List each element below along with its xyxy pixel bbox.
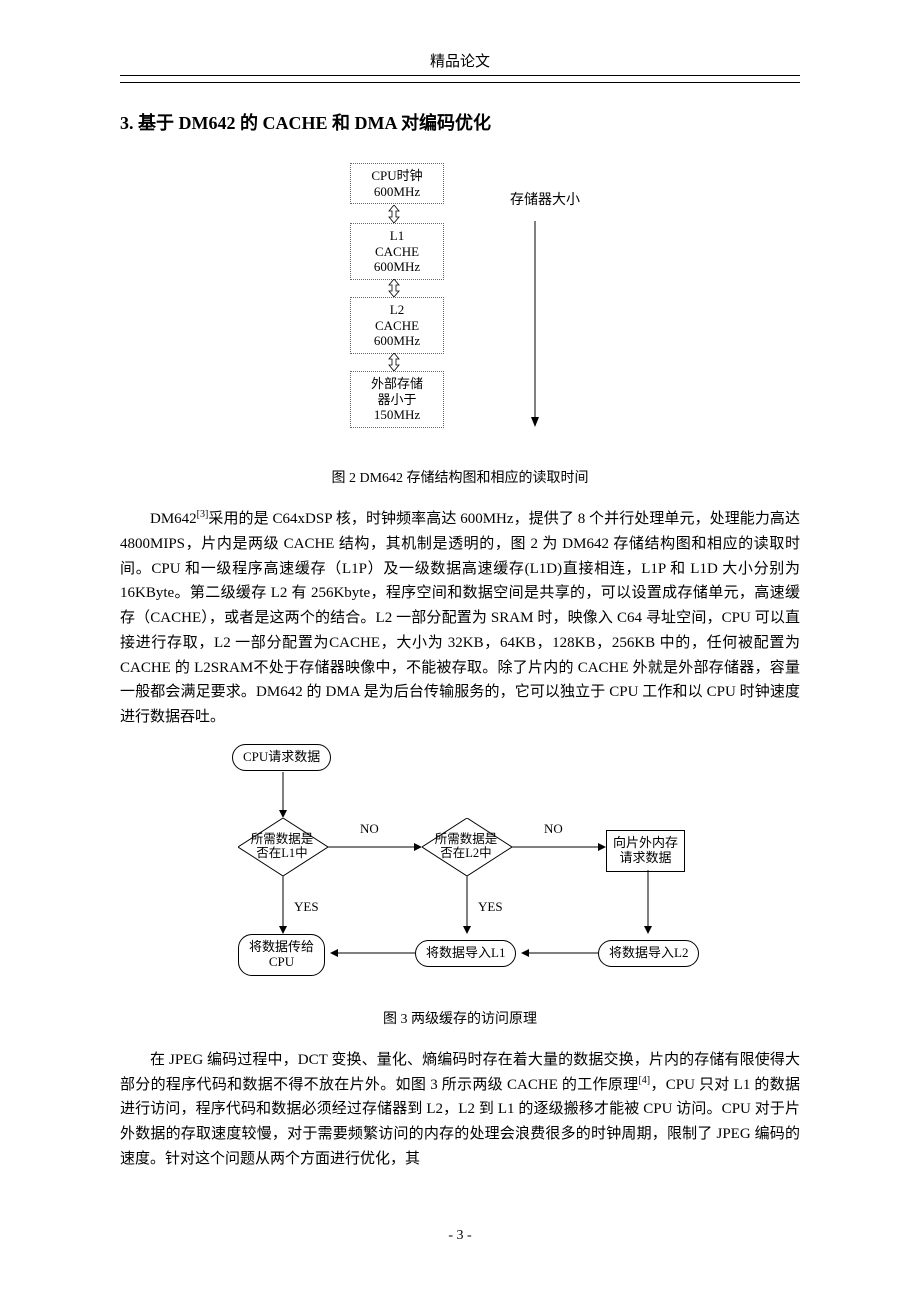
- fig2-node-text: 600MHz: [357, 333, 437, 349]
- fig3-edge-icon: [643, 870, 653, 934]
- fig2-node-ext: 外部存储 器小于 150MHz: [350, 371, 444, 428]
- fig3-edge-icon: [521, 948, 598, 958]
- fig2-node-text: 器小于: [357, 392, 437, 408]
- fig3-decision-l1: 所需数据是否在L1中: [238, 818, 326, 876]
- fig3-d1-text: 所需数据是否在L1中: [238, 832, 326, 861]
- fig2-node-cpu-clock: CPU时钟 600MHz: [350, 163, 444, 204]
- fig2-arrow-icon: [388, 205, 396, 219]
- section-heading: 3. 基于 DM642 的 CACHE 和 DMA 对编码优化: [120, 109, 800, 135]
- body-paragraph-2: 在 JPEG 编码过程中，DCT 变换、量化、熵编码时存在着大量的数据交换，片内…: [120, 1048, 800, 1172]
- fig3-edge-icon: [512, 842, 606, 852]
- fig3-edge-icon: [462, 876, 472, 934]
- fig3-label-yes: YES: [478, 900, 503, 915]
- fig3-start-node: CPU请求数据: [232, 744, 331, 771]
- fig3-edge-icon: [330, 948, 415, 958]
- fig3-decision-l2: 所需数据是否在L2中: [422, 818, 510, 876]
- fig2-node-text: CACHE: [357, 244, 437, 260]
- fig2-node-l2: L2 CACHE 600MHz: [350, 297, 444, 354]
- fig2-node-l1: L1 CACHE 600MHz: [350, 223, 444, 280]
- fig3-label-no: NO: [360, 822, 379, 837]
- fig2-node-text: 600MHz: [357, 259, 437, 275]
- fig2-node-text: L2: [357, 302, 437, 318]
- figure-2-caption: 图 2 DM642 存储结构图和相应的读取时间: [120, 467, 800, 487]
- fig2-node-text: 外部存储: [357, 376, 437, 392]
- figure-2: CPU时钟 600MHz L1 CACHE 600MHz L2 CACHE 60…: [310, 163, 610, 453]
- figure-3: CPU请求数据 所需数据是否在L1中 NO 所需数据是否在L2中 NO 向片外内…: [190, 744, 730, 994]
- figure-3-caption: 图 3 两级缓存的访问原理: [120, 1008, 800, 1028]
- citation-4: [4]: [638, 1075, 650, 1086]
- fig3-edge-icon: [328, 842, 422, 852]
- page-header: 精品论文: [120, 50, 800, 71]
- fig2-node-text: CACHE: [357, 318, 437, 334]
- fig2-node-text: CPU时钟: [357, 168, 437, 184]
- fig3-label-no: NO: [544, 822, 563, 837]
- body-paragraph-1: DM642[3]采用的是 C64xDSP 核，时钟频率高达 600MHz，提供了…: [120, 507, 800, 730]
- page-number: - 3 -: [120, 1228, 800, 1244]
- fig3-request-external: 向片外内存请求数据: [606, 830, 685, 872]
- header-rule: [120, 75, 800, 83]
- fig3-to-cpu: 将数据传给CPU: [238, 934, 325, 976]
- fig2-size-arrow-icon: [530, 221, 532, 427]
- fig2-arrow-icon: [388, 279, 396, 293]
- fig3-d2-text: 所需数据是否在L2中: [422, 832, 510, 861]
- fig3-edge-icon: [278, 772, 288, 818]
- fig2-side-label: 存储器大小: [510, 193, 580, 210]
- fig3-to-l2: 将数据导入L2: [598, 940, 699, 967]
- fig3-label-yes: YES: [294, 900, 319, 915]
- fig2-node-text: 150MHz: [357, 407, 437, 423]
- fig2-arrow-icon: [388, 353, 396, 367]
- fig2-node-text: 600MHz: [357, 184, 437, 200]
- fig3-edge-icon: [278, 876, 288, 934]
- page: 精品论文 3. 基于 DM642 的 CACHE 和 DMA 对编码优化 CPU…: [0, 0, 920, 1284]
- citation-3: [3]: [197, 509, 209, 520]
- fig3-to-l1: 将数据导入L1: [415, 940, 516, 967]
- fig2-node-text: L1: [357, 228, 437, 244]
